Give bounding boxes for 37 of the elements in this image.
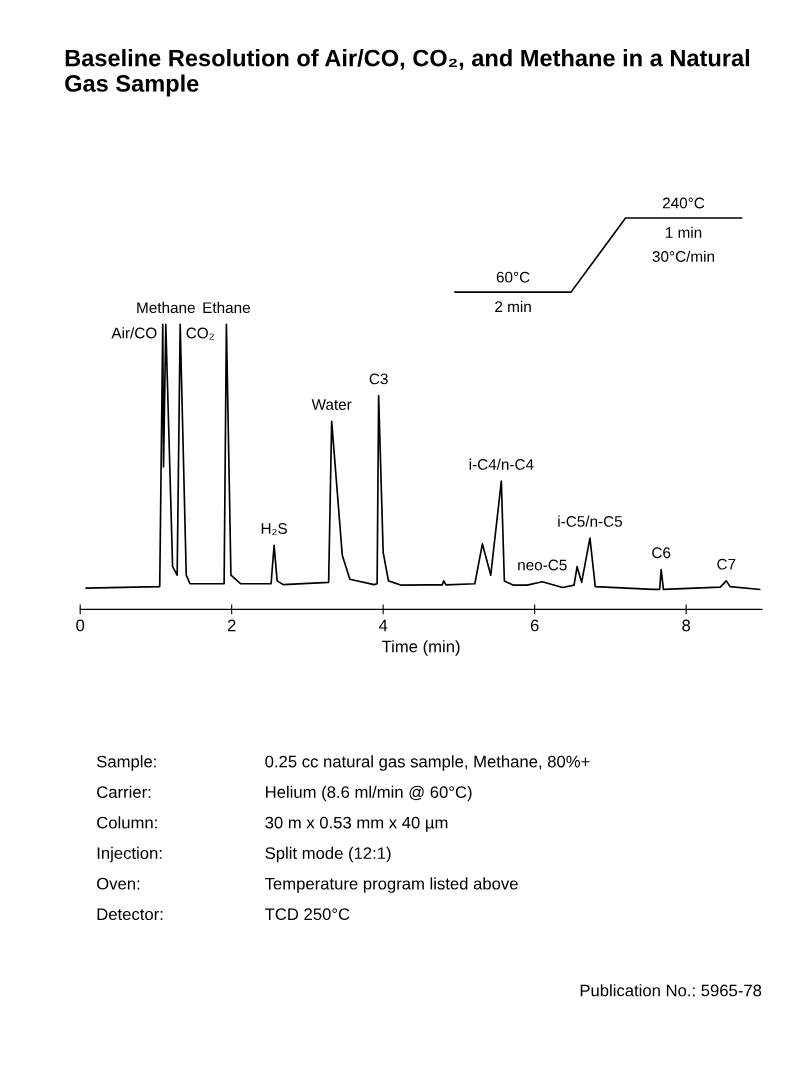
text: Oven: (97, 877, 140, 890)
annotation: i-C5/n-C5 (558, 515, 623, 527)
annotation: Ethane (203, 301, 250, 314)
annotation: H₂S (261, 523, 287, 536)
annotation: Air/CO (111, 327, 157, 339)
annotation: CO₂ (186, 327, 214, 340)
text: 1 min (665, 226, 702, 238)
text: Helium (8.6 ml/min @ 60°C) (266, 785, 472, 802)
annotation: neo-C5 (518, 559, 567, 571)
text: Split mode (12:1) (265, 846, 391, 863)
text: Sample: (97, 755, 156, 771)
x-tick-label: 8 (682, 619, 691, 632)
text: Publication No.: 5965-78 (580, 984, 762, 997)
text: Carrier: (97, 785, 151, 798)
text: TCD 250°C (265, 908, 350, 921)
annotation: C7 (717, 558, 736, 570)
text: 30°C/min (652, 250, 715, 262)
x-tick-label: 0 (76, 619, 85, 632)
text: Injection: (97, 846, 162, 863)
x-tick-label: 2 (227, 619, 236, 632)
annotation: Water (311, 399, 352, 410)
x-tick-label: 6 (530, 619, 539, 632)
text: 60°C (496, 271, 530, 283)
text: 30 m x 0.53 mm x 40 µm (265, 816, 448, 832)
chart-title: Baseline Resolution of Air/CO, CO₂, and Methane in a Natural Gas Sample (65, 49, 750, 97)
annotation: C3 (369, 373, 388, 385)
text: Detector: (97, 908, 163, 921)
x-axis-title: Time (min) (381, 640, 460, 656)
x-tick-label: 4 (378, 619, 388, 632)
annotation: Methane (137, 301, 195, 314)
annotation: i-C4/n-C4 (469, 458, 534, 470)
text: Temperature program listed above (265, 877, 518, 893)
annotation: C6 (652, 547, 671, 559)
text: 2 min (495, 300, 531, 312)
text: Column: (97, 816, 157, 829)
text: 240°C (662, 197, 705, 209)
text: 0.25 cc natural gas sample, Methane, 80%+ (265, 755, 590, 771)
